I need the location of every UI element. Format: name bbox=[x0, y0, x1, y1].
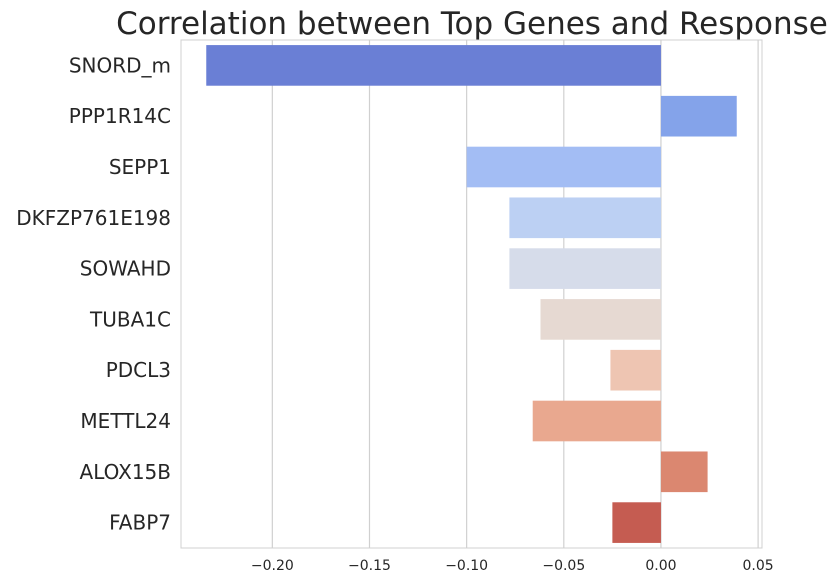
y-tick-label: PPP1R14C bbox=[69, 104, 171, 128]
bar-alox15b bbox=[660, 451, 708, 493]
bar-fabp7 bbox=[612, 502, 661, 543]
y-tick-label: TUBA1C bbox=[89, 307, 171, 331]
bar-tuba1c bbox=[540, 299, 661, 340]
plot-frame bbox=[180, 39, 763, 549]
x-tick-label: −0.10 bbox=[445, 558, 488, 574]
x-tick-labels: −0.20 −0.15 −0.10 −0.05 0.00 0.05 bbox=[251, 558, 774, 574]
y-tick-label: PDCL3 bbox=[106, 358, 171, 382]
y-tick-label: DKFZP761E198 bbox=[16, 206, 171, 230]
y-tick-label: FABP7 bbox=[109, 511, 171, 535]
x-tick-label: 0.00 bbox=[645, 558, 676, 574]
bar-pdcl3 bbox=[610, 349, 661, 391]
y-tick-label: SEPP1 bbox=[109, 155, 171, 179]
x-tick-label: −0.20 bbox=[251, 558, 294, 574]
x-tick-label: −0.05 bbox=[542, 558, 585, 574]
bar-snord-m bbox=[206, 45, 661, 86]
x-tick-label: −0.15 bbox=[348, 558, 391, 574]
y-tick-label: SOWAHD bbox=[80, 257, 171, 281]
y-tick-labels: SNORD_m PPP1R14C SEPP1 DKFZP761E198 SOWAHD TU… bbox=[16, 53, 171, 534]
bar-dkfzp761e198 bbox=[509, 197, 661, 239]
y-tick-label: METTL24 bbox=[80, 409, 171, 433]
y-tick-label: ALOX15B bbox=[80, 460, 171, 484]
bar-ppp1r14c bbox=[660, 95, 737, 137]
bar-sepp1 bbox=[466, 146, 661, 188]
bar-sowahd bbox=[509, 248, 661, 289]
chart-title: Correlation between Top Genes and Respon… bbox=[116, 6, 828, 42]
bars bbox=[206, 45, 737, 543]
x-tick-label: 0.05 bbox=[743, 558, 774, 574]
bar-mettl24 bbox=[532, 400, 661, 442]
y-tick-label: SNORD_m bbox=[69, 53, 171, 77]
